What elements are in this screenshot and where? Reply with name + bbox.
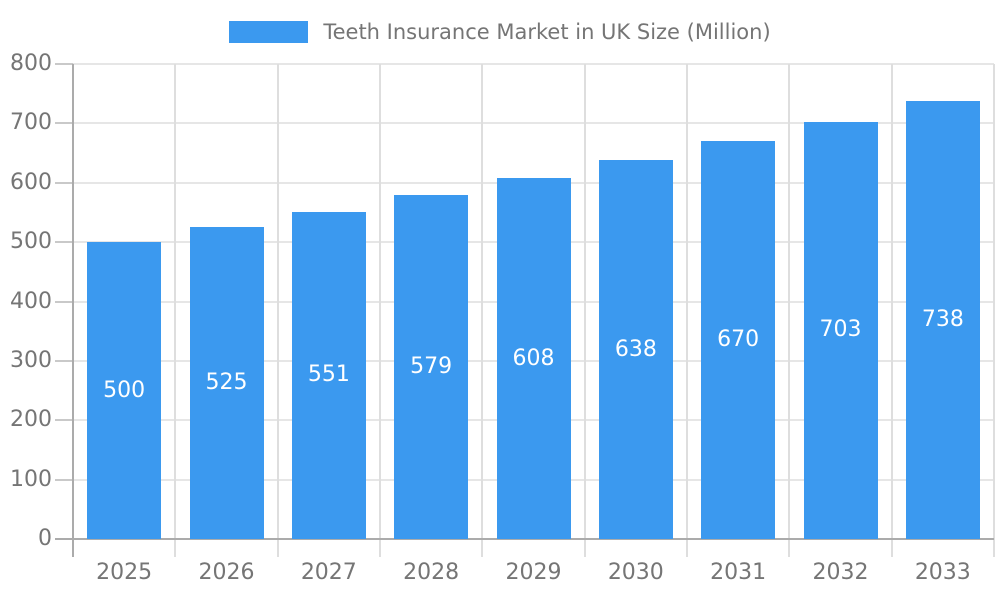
gridline-v: [174, 64, 177, 557]
bar-value-label: 638: [614, 336, 657, 362]
bar-2031[interactable]: [701, 141, 776, 539]
x-axis-label: 2027: [300, 560, 357, 585]
gridline-v: [583, 64, 586, 557]
gridline-h: [73, 122, 994, 125]
y-axis-tick: [55, 241, 73, 244]
y-axis-line: [72, 64, 74, 557]
y-axis-tick: [55, 478, 73, 481]
x-axis-label: 2025: [96, 560, 153, 585]
legend-label: Teeth Insurance Market in UK Size (Milli…: [323, 20, 771, 44]
bar-value-label: 579: [410, 354, 453, 380]
gridline-v: [276, 64, 279, 557]
bar-2025[interactable]: [87, 242, 162, 539]
y-axis-label: 400: [10, 288, 52, 314]
bar-2028[interactable]: [394, 195, 469, 539]
x-axis-label: 2030: [607, 560, 664, 585]
legend-swatch: [229, 21, 309, 43]
gridline-v: [788, 64, 791, 557]
x-axis-label: 2029: [505, 560, 562, 585]
y-axis-tick: [55, 419, 73, 422]
bar-value-label: 738: [921, 306, 964, 332]
x-axis-label: 2033: [914, 560, 971, 585]
x-axis-label: 2028: [403, 560, 460, 585]
y-axis-tick: [55, 181, 73, 184]
legend-item[interactable]: Teeth Insurance Market in UK Size (Milli…: [0, 20, 1000, 44]
y-axis-label: 500: [10, 229, 52, 255]
bar-value-label: 670: [717, 327, 760, 353]
bar-value-label: 551: [307, 362, 350, 388]
bar-value-label: 608: [512, 345, 555, 371]
bar-2026[interactable]: [189, 227, 264, 539]
gridline-v: [993, 64, 995, 557]
y-axis-tick: [55, 300, 73, 303]
gridline-h: [73, 63, 994, 65]
bar-value-label: 703: [819, 317, 862, 343]
bar-value-label: 525: [205, 370, 248, 396]
bar-value-label: 500: [103, 377, 146, 403]
bar-2033[interactable]: [905, 100, 980, 539]
y-axis-label: 0: [38, 526, 52, 551]
y-axis-label: 700: [10, 110, 52, 136]
y-axis-tick: [55, 122, 73, 125]
gridline-v: [686, 64, 688, 557]
bar-2032[interactable]: [803, 121, 878, 539]
x-axis-label: 2026: [198, 560, 255, 585]
bar-2029[interactable]: [496, 178, 571, 539]
y-axis-label: 200: [10, 407, 52, 433]
bar-2027[interactable]: [291, 211, 366, 539]
bar-2030[interactable]: [598, 160, 673, 539]
x-axis-line: [55, 538, 994, 540]
gridline-v: [890, 64, 893, 557]
x-axis-label: 2032: [812, 560, 869, 585]
gridline-v: [379, 64, 381, 557]
y-axis-label: 100: [10, 466, 52, 492]
y-axis-label: 300: [10, 347, 52, 373]
y-axis-tick: [55, 63, 73, 65]
x-axis-label: 2031: [710, 560, 767, 585]
y-axis-label: 600: [10, 169, 52, 195]
y-axis-tick: [55, 359, 73, 362]
y-axis-label: 800: [10, 51, 52, 76]
gridline-v: [481, 64, 484, 557]
